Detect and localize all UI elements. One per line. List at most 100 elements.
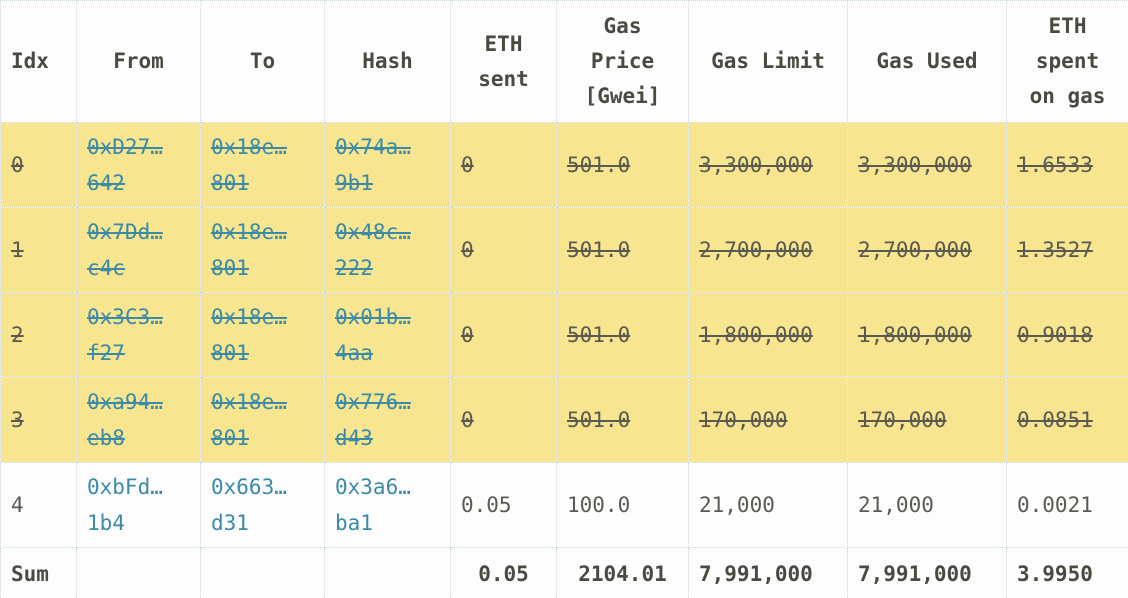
sum-gas-used: 7,991,000	[847, 547, 1007, 598]
hash-end: 9b1	[335, 171, 373, 195]
cell-gas-limit: 1,800,000	[688, 292, 848, 378]
cell-eth-sent: 0	[450, 207, 557, 293]
cell-gas-price: 501.0	[556, 207, 689, 293]
header-eth-sent: ETH sent	[450, 0, 557, 123]
sum-empty-from	[76, 547, 201, 598]
hash-start: 0x01b…	[335, 305, 411, 329]
from-address-end: 642	[87, 171, 125, 195]
cell-gas-price: 501.0	[556, 377, 689, 463]
cell-to-link[interactable]: 0x18e… 801	[200, 377, 325, 463]
from-address-start: 0x3C3…	[87, 305, 163, 329]
header-eth-spent: ETH spent on gas	[1006, 0, 1128, 123]
cell-to-link[interactable]: 0x18e… 801	[200, 292, 325, 378]
hash-start: 0x776…	[335, 390, 411, 414]
to-address-end: 801	[211, 256, 249, 280]
cell-gas-price: 501.0	[556, 292, 689, 378]
hash-start: 0x74a…	[335, 135, 411, 159]
cell-hash-link[interactable]: 0x3a6… ba1	[324, 462, 451, 548]
cell-gas-used: 3,300,000	[847, 122, 1007, 208]
sum-eth-spent: 3.9950	[1006, 547, 1128, 598]
sum-empty-to	[200, 547, 325, 598]
cell-eth-spent: 0.0021	[1006, 462, 1128, 548]
hash-end: 222	[335, 256, 373, 280]
cell-eth-sent: 0	[450, 292, 557, 378]
cell-from-link[interactable]: 0xa94… eb8	[76, 377, 201, 463]
cell-hash-link[interactable]: 0x74a… 9b1	[324, 122, 451, 208]
from-address-start: 0xD27…	[87, 135, 163, 159]
sum-label: Sum	[0, 547, 77, 598]
header-idx: Idx	[0, 0, 77, 123]
cell-gas-limit: 3,300,000	[688, 122, 848, 208]
to-address-end: 801	[211, 341, 249, 365]
header-to: To	[200, 0, 325, 123]
cell-gas-used: 170,000	[847, 377, 1007, 463]
cell-to-link[interactable]: 0x18e… 801	[200, 122, 325, 208]
cell-eth-sent: 0	[450, 122, 557, 208]
cell-eth-sent: 0	[450, 377, 557, 463]
hash-start: 0x48c…	[335, 220, 411, 244]
cell-eth-spent: 1.6533	[1006, 122, 1128, 208]
sum-eth-sent: 0.05	[450, 547, 557, 598]
header-row: Idx From To Hash ETH sent Gas Price [Gwe…	[0, 0, 1128, 123]
from-address-end: eb8	[87, 426, 125, 450]
sum-gas-price: 2104.01	[556, 547, 689, 598]
cell-from-link[interactable]: 0x7Dd… c4c	[76, 207, 201, 293]
sum-row: Sum 0.05 2104.01 7,991,000 7,991,000 3.9…	[0, 547, 1128, 598]
cell-gas-used: 1,800,000	[847, 292, 1007, 378]
cell-gas-price: 501.0	[556, 122, 689, 208]
header-gas-limit: Gas Limit	[688, 0, 848, 123]
cell-gas-limit: 170,000	[688, 377, 848, 463]
table-row: 0 0xD27… 642 0x18e… 801 0x74a… 9b1 0 501.0 …	[0, 122, 1128, 208]
cell-gas-used: 2,700,000	[847, 207, 1007, 293]
from-address-end: 1b4	[87, 511, 125, 535]
cell-idx: 1	[0, 207, 77, 293]
cell-from-link[interactable]: 0x3C3… f27	[76, 292, 201, 378]
table-row: 2 0x3C3… f27 0x18e… 801 0x01b… 4aa 0 501.0 …	[0, 292, 1128, 378]
cell-gas-price: 100.0	[556, 462, 689, 548]
cell-from-link[interactable]: 0xD27… 642	[76, 122, 201, 208]
to-address-start: 0x663…	[211, 475, 287, 499]
cell-eth-spent: 1.3527	[1006, 207, 1128, 293]
to-address-start: 0x18e…	[211, 305, 287, 329]
cell-hash-link[interactable]: 0x01b… 4aa	[324, 292, 451, 378]
from-address-start: 0xa94…	[87, 390, 163, 414]
to-address-start: 0x18e…	[211, 390, 287, 414]
from-address-start: 0xbFd…	[87, 475, 163, 499]
sum-gas-limit: 7,991,000	[688, 547, 848, 598]
cell-gas-limit: 2,700,000	[688, 207, 848, 293]
hash-start: 0x3a6…	[335, 475, 411, 499]
cell-eth-sent: 0.05	[450, 462, 557, 548]
hash-end: 4aa	[335, 341, 373, 365]
header-gas-used: Gas Used	[847, 0, 1007, 123]
cell-idx: 3	[0, 377, 77, 463]
to-address-end: d31	[211, 511, 249, 535]
cell-idx: 4	[0, 462, 77, 548]
cell-gas-limit: 21,000	[688, 462, 848, 548]
hash-end: ba1	[335, 511, 373, 535]
to-address-end: 801	[211, 171, 249, 195]
cell-eth-spent: 0.0851	[1006, 377, 1128, 463]
to-address-end: 801	[211, 426, 249, 450]
cell-gas-used: 21,000	[847, 462, 1007, 548]
header-from: From	[76, 0, 201, 123]
table-row: 1 0x7Dd… c4c 0x18e… 801 0x48c… 222 0 501.0 …	[0, 207, 1128, 293]
cell-from-link[interactable]: 0xbFd… 1b4	[76, 462, 201, 548]
cell-to-link[interactable]: 0x18e… 801	[200, 207, 325, 293]
from-address-end: c4c	[87, 256, 125, 280]
to-address-start: 0x18e…	[211, 135, 287, 159]
header-gas-price: Gas Price [Gwei]	[556, 0, 689, 123]
cell-hash-link[interactable]: 0x48c… 222	[324, 207, 451, 293]
sum-empty-hash	[324, 547, 451, 598]
from-address-start: 0x7Dd…	[87, 220, 163, 244]
header-hash: Hash	[324, 0, 451, 123]
cell-eth-spent: 0.9018	[1006, 292, 1128, 378]
to-address-start: 0x18e…	[211, 220, 287, 244]
cell-idx: 0	[0, 122, 77, 208]
cell-hash-link[interactable]: 0x776… d43	[324, 377, 451, 463]
cell-idx: 2	[0, 292, 77, 378]
from-address-end: f27	[87, 341, 125, 365]
cell-to-link[interactable]: 0x663… d31	[200, 462, 325, 548]
table-row: 3 0xa94… eb8 0x18e… 801 0x776… d43 0 501.0 …	[0, 377, 1128, 463]
hash-end: d43	[335, 426, 373, 450]
